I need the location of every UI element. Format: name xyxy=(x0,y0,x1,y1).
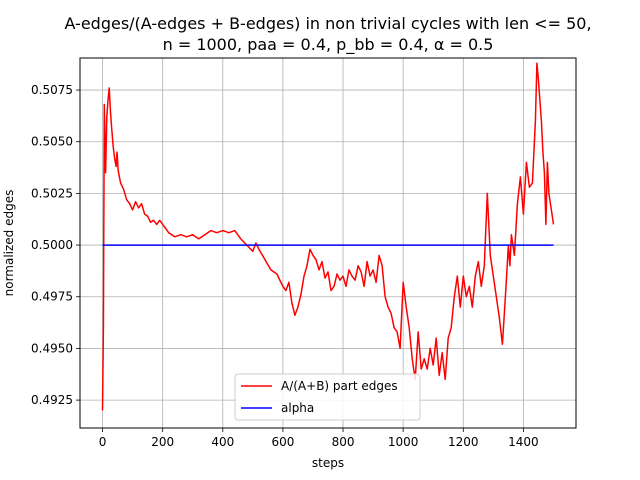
legend-box xyxy=(234,373,421,421)
x-tick-label: 1200 xyxy=(448,435,479,449)
legend-label-a-ratio: A/(A+B) part edges xyxy=(281,379,398,393)
x-tick-label: 600 xyxy=(271,435,294,449)
plot-frame xyxy=(79,57,577,429)
y-tick-label: 0.5075 xyxy=(31,83,73,97)
y-tick-label: 0.5025 xyxy=(31,186,73,200)
x-tick-label: 800 xyxy=(332,435,355,449)
y-axis-label: normalized edges xyxy=(2,190,16,297)
grid xyxy=(80,58,576,428)
x-axis: 0 200 400 600 800 1000 1200 1400 xyxy=(99,428,539,449)
y-tick-label: 0.4950 xyxy=(31,341,73,355)
y-tick-label: 0.5050 xyxy=(31,135,73,149)
y-tick-label: 0.4925 xyxy=(31,393,73,407)
x-tick-label: 400 xyxy=(211,435,234,449)
y-tick-label: 0.5000 xyxy=(31,238,73,252)
x-axis-label: steps xyxy=(312,456,344,470)
y-tick-label: 0.4975 xyxy=(31,290,73,304)
x-tick-label: 1400 xyxy=(508,435,539,449)
legend: A/(A+B) part edges alpha xyxy=(234,373,421,421)
chart-title-line2: n = 1000, paa = 0.4, p_bb = 0.4, α = 0.5 xyxy=(163,35,494,55)
chart-title-line1: A-edges/(A-edges + B-edges) in non trivi… xyxy=(64,14,591,33)
x-tick-label: 1000 xyxy=(388,435,419,449)
y-axis: 0.4925 0.4950 0.4975 0.5000 0.5025 0.5050 0.50… xyxy=(31,83,80,407)
legend-label-alpha: alpha xyxy=(281,401,314,415)
series-line-a-ratio xyxy=(101,62,555,411)
x-tick-label: 200 xyxy=(151,435,174,449)
plot-series xyxy=(101,62,555,411)
x-tick-label: 0 xyxy=(99,435,107,449)
